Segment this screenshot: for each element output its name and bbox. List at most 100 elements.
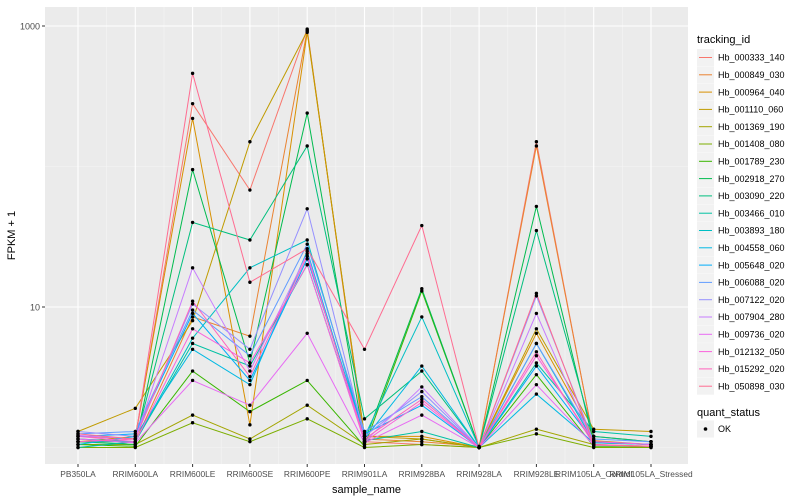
data-point: [76, 442, 80, 447]
data-points: [76, 27, 653, 450]
data-point: [76, 429, 80, 434]
data-point: [190, 311, 195, 316]
data-point: [534, 204, 539, 209]
legend-label: Hb_001110_060: [718, 105, 783, 115]
x-tick-label: PB350LA: [60, 469, 96, 479]
data-point: [534, 140, 539, 144]
data-point: [420, 286, 424, 291]
data-point: [534, 331, 539, 335]
data-point: [76, 432, 80, 436]
data-point: [534, 361, 539, 365]
data-point: [248, 188, 252, 192]
data-point: [305, 251, 309, 256]
data-point: [534, 354, 539, 358]
data-point: [420, 223, 424, 228]
data-point: [248, 403, 252, 407]
data-point: [133, 434, 137, 439]
data-point: [305, 249, 309, 253]
data-point: [362, 417, 367, 421]
data-point: [190, 421, 195, 425]
data-point: [534, 144, 539, 148]
status-legend-title: quant_status: [697, 407, 760, 419]
data-point: [305, 254, 309, 258]
data-point: [534, 364, 539, 368]
data-point: [305, 331, 309, 335]
x-tick-label: RRIM600LA: [112, 469, 158, 479]
data-point: [420, 442, 424, 447]
y-axis-label: FPKM + 1: [6, 211, 18, 260]
major-gridlines: [45, 7, 688, 464]
data-point: [534, 427, 539, 431]
data-point: [649, 429, 653, 434]
x-axis-label: sample_name: [332, 484, 401, 496]
legend-label: Hb_012132_050: [718, 347, 785, 357]
data-point: [248, 140, 252, 144]
data-point: [305, 417, 309, 421]
y-tick-label: 1000: [20, 22, 40, 32]
data-point: [190, 167, 195, 172]
legend-label: Hb_003090_220: [718, 191, 785, 201]
x-tick-label: RRIM928LA: [456, 469, 502, 479]
data-point: [190, 299, 195, 303]
data-point: [534, 350, 539, 354]
data-point: [76, 434, 80, 439]
data-point: [592, 439, 596, 444]
y-tick-label: 10: [30, 303, 40, 313]
legend-label: Hb_005648_020: [718, 260, 785, 270]
data-point: [649, 439, 653, 444]
data-point: [362, 347, 367, 351]
data-point: [477, 445, 481, 450]
data-point: [362, 432, 367, 436]
data-point: [248, 266, 252, 270]
legend-label: Hb_007122_020: [718, 295, 785, 305]
data-point: [248, 409, 252, 414]
data-point: [76, 437, 80, 441]
data-point: [305, 263, 309, 267]
data-point: [190, 220, 195, 225]
data-point: [190, 302, 195, 306]
data-point: [248, 334, 252, 338]
x-tick-label: RRIM600PE: [284, 469, 331, 479]
data-point: [190, 101, 195, 106]
data-point: [592, 437, 596, 441]
data-point: [305, 111, 309, 115]
data-point: [362, 429, 367, 434]
data-point: [592, 442, 596, 447]
data-point: [362, 439, 367, 444]
legend-label: Hb_000333_140: [718, 53, 785, 63]
legend-label: Hb_003893_180: [718, 226, 785, 236]
data-point: [305, 238, 309, 242]
legend-label: Hb_000849_030: [718, 70, 785, 80]
data-point: [190, 413, 195, 417]
data-point: [592, 434, 596, 439]
data-point: [76, 445, 80, 450]
data-point: [248, 364, 252, 368]
data-point: [248, 437, 252, 441]
data-point: [649, 444, 653, 448]
y-axis: 10 1000: [20, 22, 45, 313]
legend-items: Hb_000333_140 Hb_000849_030 Hb_000964_040 H…: [697, 49, 785, 395]
data-point: [248, 354, 252, 358]
data-point: [649, 434, 653, 439]
legend-label: Hb_050898_030: [718, 381, 785, 391]
legend-label: Hb_000964_040: [718, 87, 785, 97]
data-point: [534, 327, 539, 331]
data-point: [248, 238, 252, 242]
data-point: [420, 434, 424, 439]
x-axis: PB350LA RRIM600LA RRIM600LE RRIM600SE RRIM60…: [60, 464, 693, 479]
data-point: [190, 336, 195, 340]
data-point: [305, 144, 309, 148]
data-point: [133, 432, 137, 436]
data-point: [592, 429, 596, 434]
data-point: [248, 369, 252, 373]
data-point: [190, 318, 195, 323]
data-point: [362, 444, 367, 448]
data-point: [133, 437, 137, 441]
data-point: [420, 437, 424, 441]
data-point: [420, 394, 424, 399]
x-tick-label: RRIM105LA_Stressed: [609, 469, 693, 479]
data-point: [420, 400, 424, 404]
data-point: [420, 385, 424, 389]
data-point: [534, 432, 539, 436]
data-point: [248, 423, 252, 427]
